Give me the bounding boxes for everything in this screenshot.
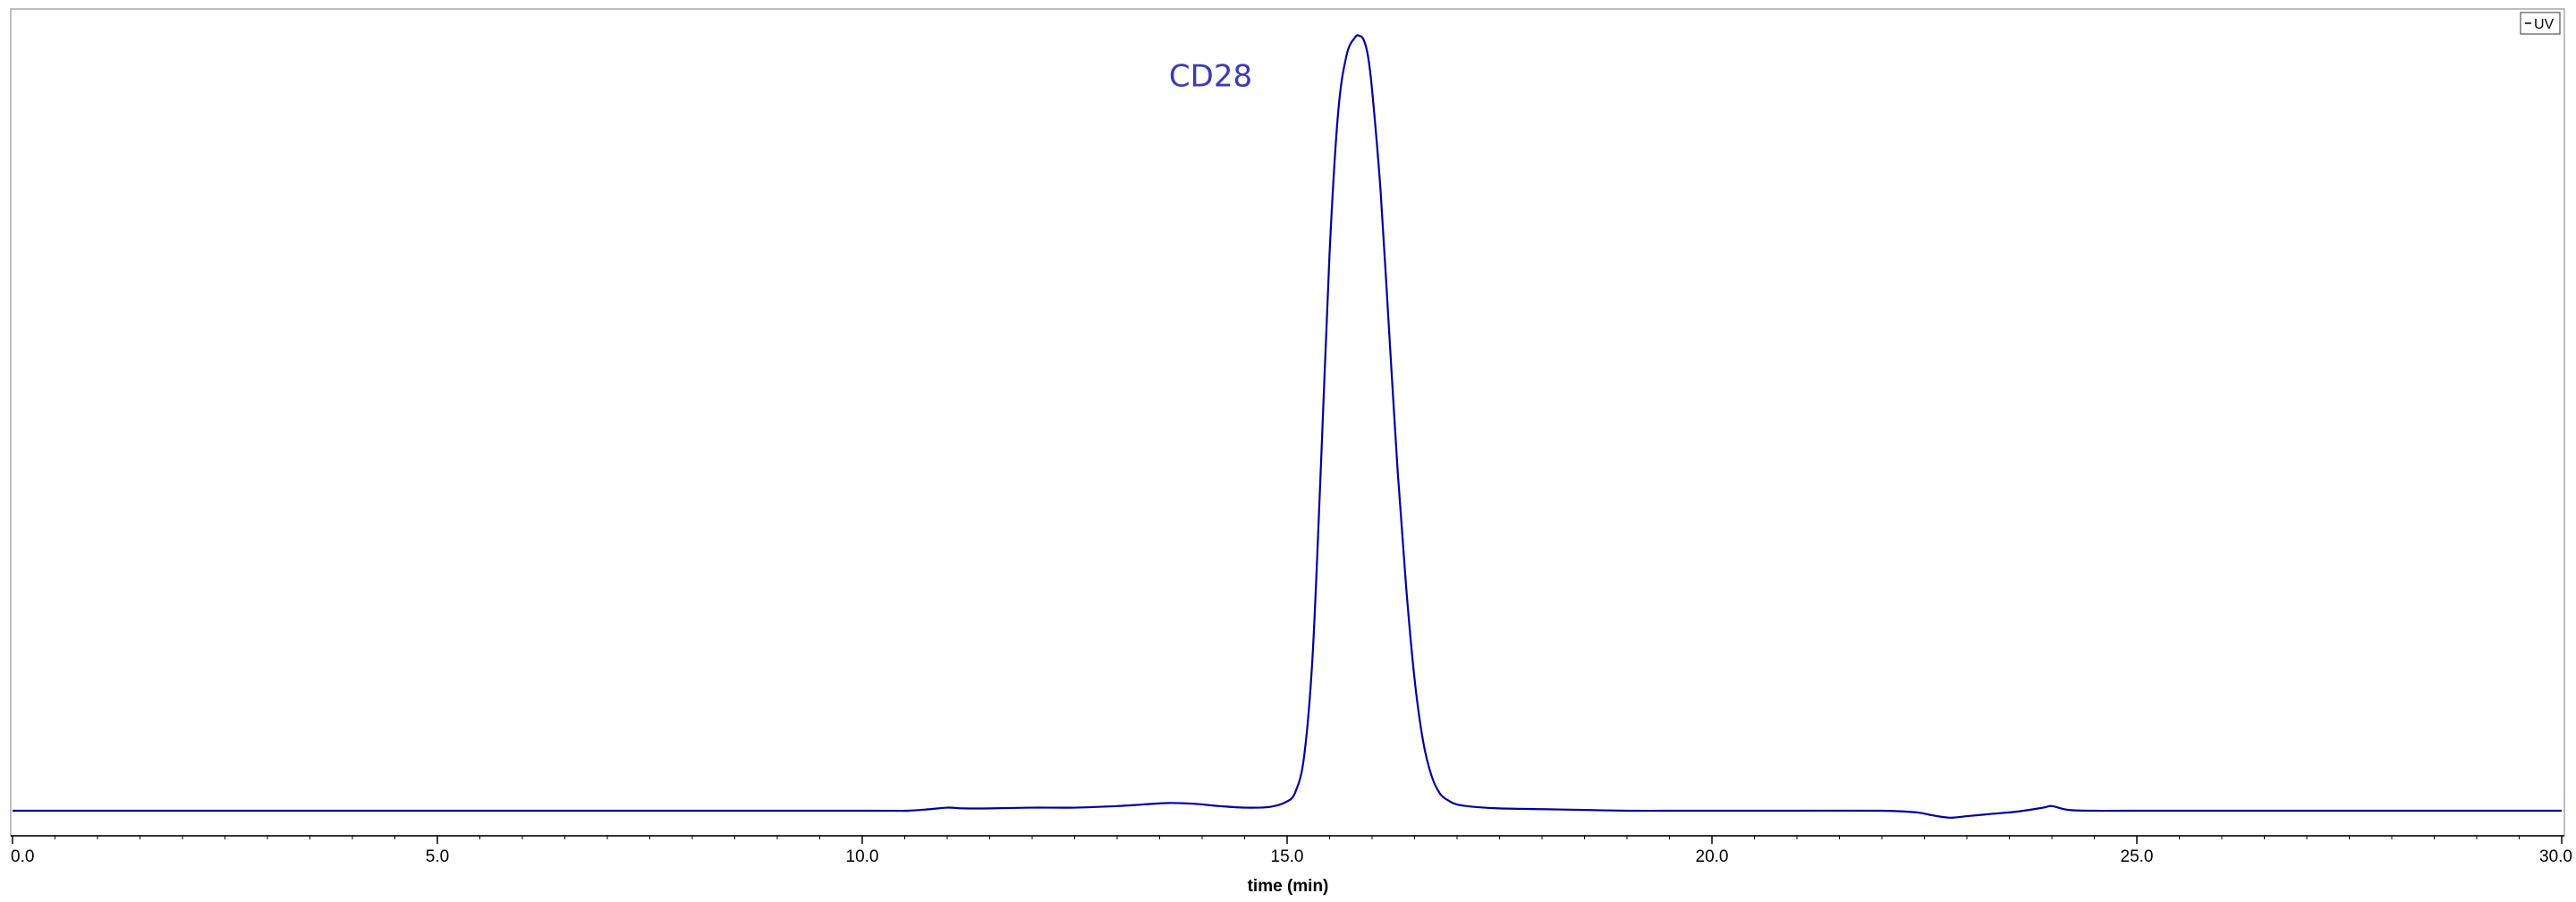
peak-label-cd28: CD28 [1169, 58, 1252, 94]
x-tick-label: 10.0 [846, 847, 879, 866]
x-tick-label: 20.0 [1696, 847, 1729, 866]
x-axis-tick-labels: 0.0 5.0 10.0 15.0 20.0 25.0 30.0 [11, 847, 2572, 866]
x-tick-label: 30.0 [2539, 847, 2572, 866]
legend: UV [2520, 12, 2561, 35]
x-tick-label: 0.0 [11, 847, 34, 866]
x-tick-label: 15.0 [1271, 847, 1304, 866]
x-axis-label: time (min) [1248, 877, 1329, 896]
series-line-uv [13, 34, 2562, 819]
x-tick-label: 25.0 [2121, 847, 2154, 866]
x-tick-label: 5.0 [426, 847, 449, 866]
x-axis-major-ticks [12, 836, 2563, 844]
legend-entry-uv: UV [2534, 17, 2555, 32]
